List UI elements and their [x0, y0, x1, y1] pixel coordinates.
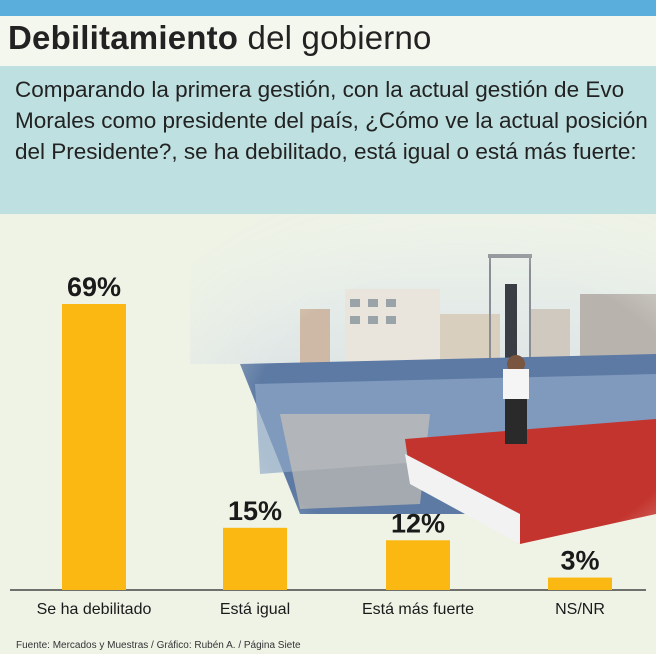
rally-photo	[190, 214, 656, 544]
data-label-3: 3%	[560, 546, 599, 576]
bar-2	[386, 540, 450, 590]
question-box: Comparando la primera gestión, con la ac…	[0, 66, 656, 214]
bar-3	[548, 577, 612, 590]
source-footer: Fuente: Mercados y Muestras / Gráfico: R…	[16, 640, 301, 651]
category-label-0: Se ha debilitado	[37, 601, 152, 618]
survey-question: Comparando la primera gestión, con la ac…	[15, 77, 648, 164]
data-label-1: 15%	[228, 496, 282, 526]
category-label-3: NS/NR	[555, 601, 605, 618]
category-label-2: Está más fuerte	[362, 601, 474, 618]
chart-area: 69% Se ha debilitado 15% Está igual 12% Está …	[0, 214, 656, 654]
title-light: del gobierno	[247, 19, 432, 56]
title-bold: Debilitamiento	[8, 19, 239, 56]
top-accent-bar	[0, 0, 656, 16]
bar-1	[223, 527, 287, 590]
data-label-2: 12%	[391, 508, 445, 538]
title-row	[0, 16, 656, 66]
category-label-1: Está igual	[220, 601, 290, 618]
bar-0	[62, 304, 126, 590]
bar-chart: 69% Se ha debilitado 15% Está igual 12% Está …	[10, 272, 646, 618]
page-title: Debilitamiento del gobierno	[8, 19, 432, 57]
data-label-0: 69%	[67, 272, 121, 302]
